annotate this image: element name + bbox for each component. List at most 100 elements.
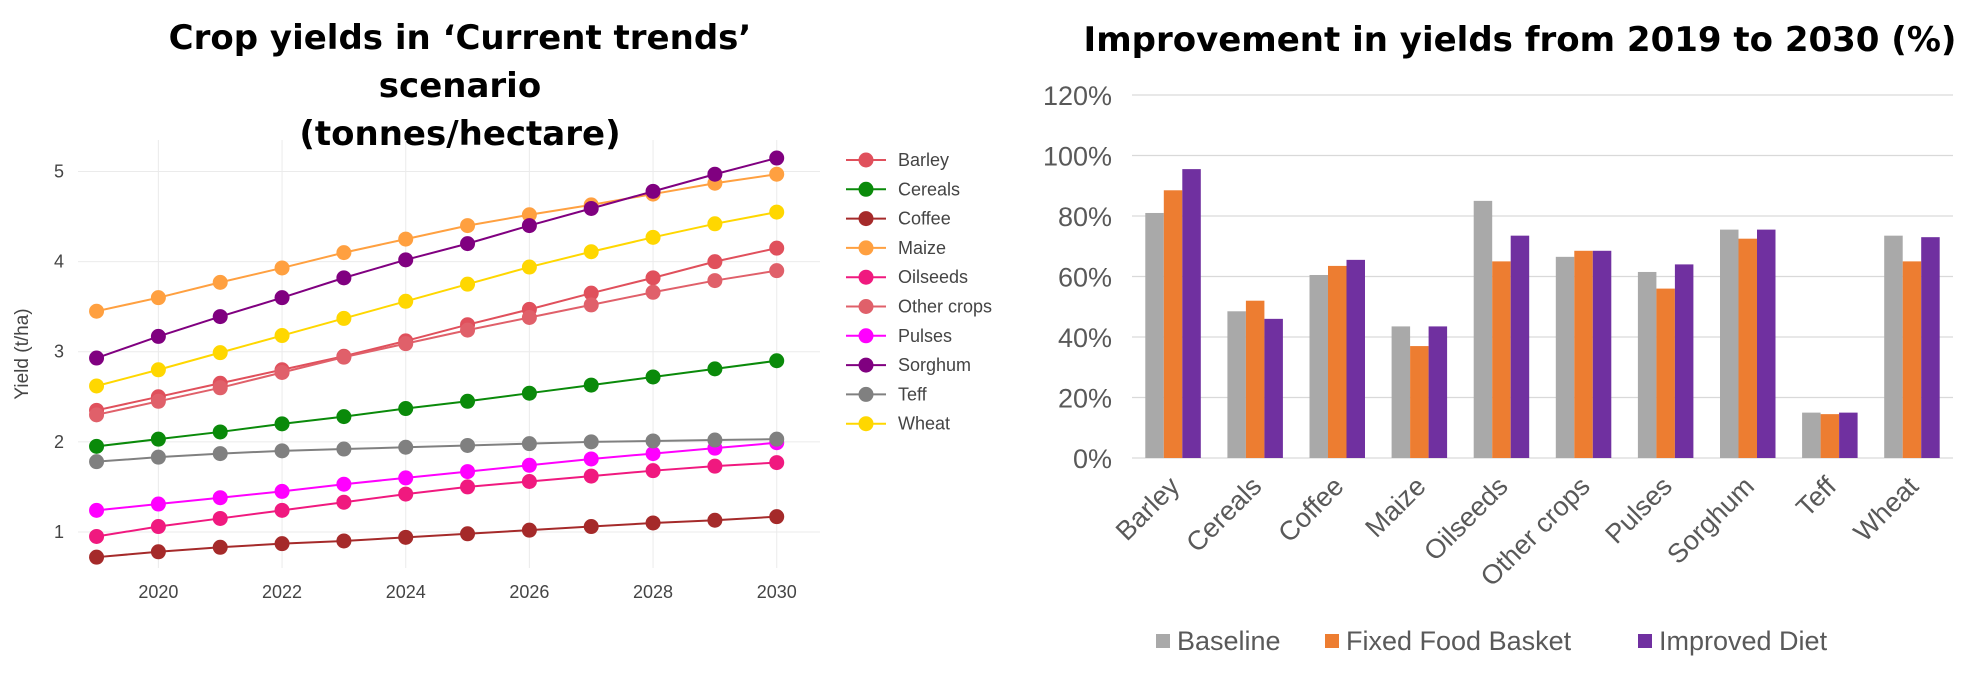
data-point-barley [769, 240, 785, 256]
data-point-teff [336, 441, 352, 457]
data-point-cereals [769, 353, 785, 369]
data-point-pulses [460, 464, 476, 480]
legend-marker [858, 416, 874, 432]
data-point-sorghum [212, 309, 228, 325]
legend-item-pulses: Pulses [846, 326, 952, 346]
bar-improved-diet [1264, 318, 1283, 458]
y-tick-label: 2 [54, 432, 64, 452]
x-tick-label: Coffee [1272, 471, 1349, 548]
legend-item-wheat: Wheat [846, 414, 950, 434]
bar-baseline [1145, 212, 1164, 458]
data-point-sorghum [150, 328, 166, 344]
x-tick-label: Wheat [1848, 471, 1925, 548]
data-point-oilseeds [150, 519, 166, 535]
bar-fixed-food-basket [1656, 288, 1675, 458]
y-tick-label: 3 [54, 342, 64, 362]
bar-group-maize [1391, 326, 1448, 458]
x-tick-label: Cereals [1180, 471, 1267, 558]
series-pulses [89, 435, 785, 518]
data-point-maize [521, 207, 537, 223]
data-point-pulses [336, 476, 352, 492]
data-point-maize [274, 260, 290, 276]
data-point-coffee [274, 536, 290, 552]
y-tick-label: 100% [1043, 142, 1112, 172]
y-tick-label: 5 [54, 162, 64, 182]
data-point-wheat [583, 244, 599, 260]
data-point-coffee [769, 509, 785, 525]
data-point-maize [150, 290, 166, 306]
series-line-maize [96, 173, 777, 313]
bar-fixed-food-basket [1410, 346, 1429, 458]
data-point-wheat [398, 293, 414, 309]
data-point-coffee [460, 526, 476, 542]
x-tick-label: Maize [1359, 471, 1431, 543]
data-point-cereals [398, 401, 414, 417]
bar-baseline [1227, 311, 1246, 458]
data-point-pulses [398, 470, 414, 486]
y-tick-label: 60% [1058, 263, 1112, 293]
legend-marker [858, 211, 874, 227]
data-point-cereals [707, 361, 723, 377]
y-tick-label: 0% [1073, 444, 1112, 474]
bar-improved-diet [1674, 264, 1694, 458]
series-line-oilseeds [96, 461, 777, 538]
data-point-other-crops [336, 349, 352, 365]
data-point-sorghum [460, 236, 476, 252]
data-point-oilseeds [460, 479, 476, 495]
data-point-wheat [645, 229, 661, 245]
bar-improved-diet [1510, 235, 1530, 458]
data-point-wheat [707, 216, 723, 232]
series-teff [89, 431, 785, 470]
data-point-other-crops [707, 273, 723, 289]
data-point-teff [212, 446, 228, 462]
legend-label: Barley [898, 150, 949, 170]
data-point-barley [645, 270, 661, 286]
data-point-coffee [212, 539, 228, 555]
line-chart-title: Crop yields in ‘Current trends’ scenario… [100, 14, 820, 158]
bar-improved-diet [1346, 259, 1365, 458]
legend-label: Baseline [1177, 626, 1281, 656]
bar-chart-title: Improvement in yields from 2019 to 2030 … [1083, 20, 1957, 60]
legend-item-baseline: Baseline [1156, 626, 1281, 656]
legend-marker [858, 357, 874, 373]
data-point-teff [460, 437, 476, 453]
data-point-wheat [521, 259, 537, 275]
line-chart-plot: 1 2 3 4 5 2020 2022 2024 2026 2028 2030 Yield (t/ha… [12, 140, 992, 602]
data-point-sorghum [89, 350, 105, 366]
bar-fixed-food-basket [1492, 261, 1511, 458]
y-tick-label: 1 [54, 522, 64, 542]
data-point-maize [212, 274, 228, 290]
y-tick-label: 80% [1058, 202, 1112, 232]
x-tick-label: Pulses [1599, 471, 1678, 550]
legend-item-coffee: Coffee [846, 209, 951, 229]
data-point-cereals [645, 369, 661, 385]
bar-improved-diet [1592, 250, 1612, 458]
data-point-sorghum [707, 166, 723, 182]
data-point-teff [645, 433, 661, 449]
bar-improved-diet [1921, 237, 1940, 458]
bar-group-barley [1145, 169, 1201, 459]
data-point-pulses [150, 496, 166, 512]
data-point-cereals [521, 385, 537, 401]
series-oilseeds [89, 455, 785, 544]
data-point-teff [707, 432, 723, 448]
data-point-pulses [89, 502, 105, 518]
bar-group-wheat [1884, 235, 1940, 458]
data-point-other-crops [150, 393, 166, 409]
data-point-coffee [645, 515, 661, 531]
legend-item-oilseeds: Oilseeds [846, 267, 968, 287]
bar-fixed-food-basket [1574, 250, 1593, 458]
data-point-oilseeds [274, 502, 290, 518]
data-point-other-crops [274, 364, 290, 380]
series-maize [89, 166, 785, 319]
data-point-sorghum [769, 150, 785, 166]
data-point-wheat [336, 310, 352, 326]
data-point-oilseeds [398, 486, 414, 502]
bar-improved-diet [1757, 229, 1776, 458]
x-tick-label: Teff [1790, 471, 1842, 523]
bar-fixed-food-basket [1902, 261, 1922, 458]
data-point-pulses [645, 446, 661, 462]
series-line-coffee [96, 515, 777, 559]
data-point-other-crops [212, 380, 228, 396]
